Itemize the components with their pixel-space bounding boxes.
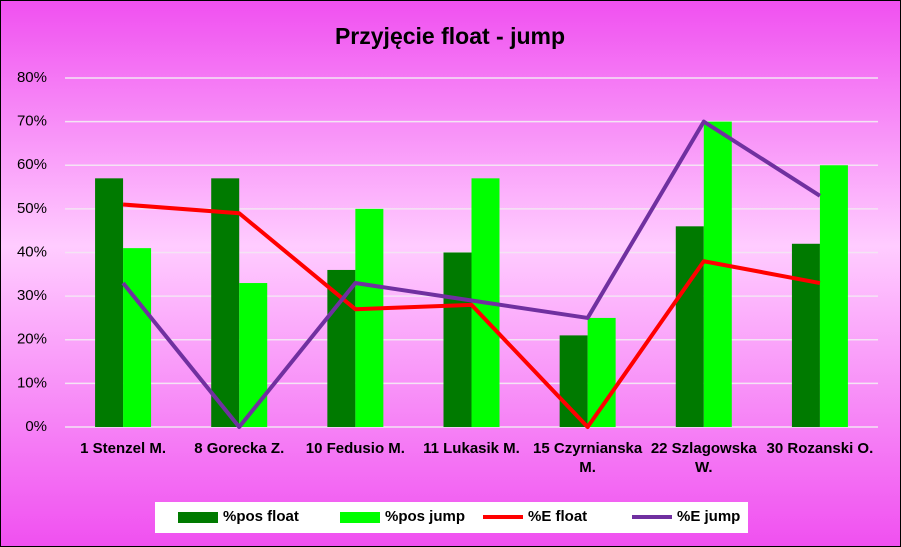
x-tick-label: 1 Stenzel M. [80,440,166,457]
x-tick-label: 8 Gorecka Z. [194,440,285,457]
x-tick-label-box: 10 Fedusio M. [305,440,405,457]
y-tick-label: 20% [17,331,47,348]
bar [819,165,848,427]
y-tick-label: 80% [17,69,47,86]
bar [587,317,616,427]
legend-label: %E jump [677,508,740,525]
legend-label: %E float [528,508,587,525]
x-tick-label: 22 Szlagowska W. [650,440,757,476]
x-tick-label-box: 8 Gorecka Z. [194,440,285,457]
bar [703,121,732,427]
x-tick-label: 11 Lukasik M. [423,440,520,457]
bar [123,248,152,427]
y-tick-label: 10% [17,374,47,391]
y-tick-label: 70% [17,113,47,130]
x-tick-label: 15 Czyrnianska M. [533,440,643,476]
y-tick-label: 0% [25,418,47,435]
x-tick-label-box: 30 Rozanski O. [766,440,874,457]
x-tick-label-box: 1 Stenzel M. [80,440,166,457]
x-tick-label-box: 22 Szlagowska W. [650,440,757,476]
bar [675,226,704,427]
legend-swatch [178,512,218,523]
bar [355,208,384,427]
legend-label: %pos jump [385,508,465,525]
chart-title: Przyjęcie float - jump [335,23,565,49]
legend-label: %pos float [223,508,299,525]
bar [443,252,472,427]
x-tick-label-box: 15 Czyrnianska M. [533,440,643,476]
y-tick-label: 50% [17,200,47,217]
bar [327,269,356,427]
bar [95,178,124,427]
bar [239,283,268,427]
y-tick-label: 30% [17,287,47,304]
line [121,119,822,429]
bar [211,178,240,427]
y-tick-label: 60% [17,156,47,173]
y-tick-label: 40% [17,243,47,260]
legend-swatch [340,512,380,523]
bar [791,243,820,427]
line [122,202,821,429]
x-tick-label-box: 11 Lukasik M. [423,440,520,457]
x-tick-label: 10 Fedusio M. [305,440,405,457]
x-tick-label: 30 Rozanski O. [766,440,874,457]
